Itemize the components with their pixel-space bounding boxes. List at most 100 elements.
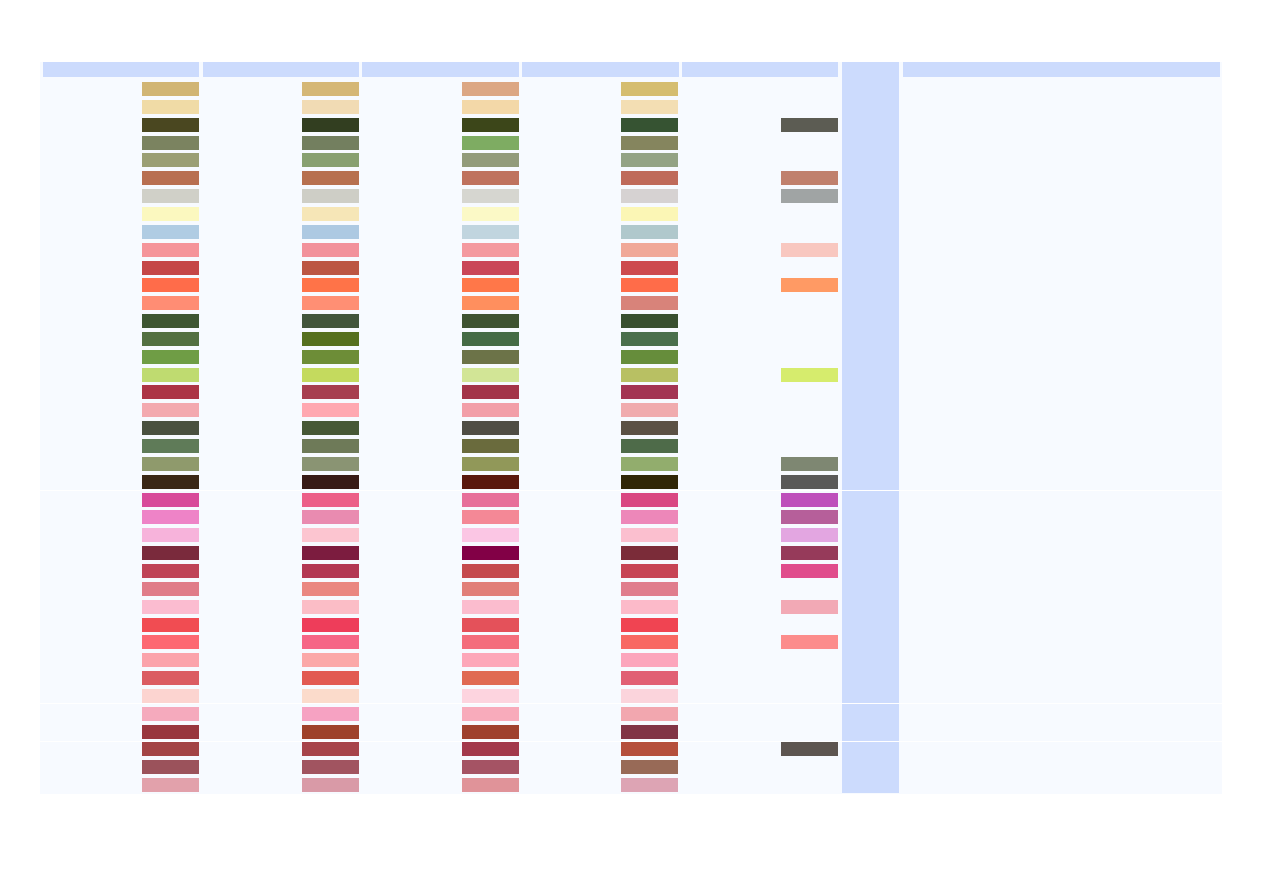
color-swatch[interactable] <box>142 635 199 649</box>
column-header-1[interactable] <box>43 62 199 77</box>
color-swatch[interactable] <box>621 778 678 792</box>
color-swatch[interactable] <box>462 618 519 632</box>
color-swatch[interactable] <box>302 278 359 292</box>
color-swatch[interactable] <box>781 528 838 542</box>
color-swatch[interactable] <box>462 82 519 96</box>
color-swatch[interactable] <box>462 528 519 542</box>
color-swatch[interactable] <box>462 136 519 150</box>
color-swatch[interactable] <box>142 778 199 792</box>
color-swatch[interactable] <box>302 760 359 774</box>
color-swatch[interactable] <box>621 760 678 774</box>
color-swatch[interactable] <box>302 261 359 275</box>
color-swatch[interactable] <box>781 564 838 578</box>
color-swatch[interactable] <box>302 207 359 221</box>
color-swatch[interactable] <box>781 742 838 756</box>
color-swatch[interactable] <box>142 118 199 132</box>
color-swatch[interactable] <box>142 564 199 578</box>
color-swatch[interactable] <box>142 207 199 221</box>
color-swatch[interactable] <box>302 475 359 489</box>
color-swatch[interactable] <box>142 225 199 239</box>
color-swatch[interactable] <box>142 171 199 185</box>
color-swatch[interactable] <box>621 707 678 721</box>
color-swatch[interactable] <box>462 403 519 417</box>
color-swatch[interactable] <box>462 457 519 471</box>
color-swatch[interactable] <box>462 671 519 685</box>
color-swatch[interactable] <box>781 546 838 560</box>
color-swatch[interactable] <box>621 100 678 114</box>
color-swatch[interactable] <box>142 600 199 614</box>
color-swatch[interactable] <box>302 457 359 471</box>
color-swatch[interactable] <box>462 742 519 756</box>
color-swatch[interactable] <box>462 421 519 435</box>
color-swatch[interactable] <box>621 207 678 221</box>
color-swatch[interactable] <box>142 314 199 328</box>
color-swatch[interactable] <box>621 457 678 471</box>
color-swatch[interactable] <box>142 707 199 721</box>
color-swatch[interactable] <box>621 493 678 507</box>
color-swatch[interactable] <box>462 778 519 792</box>
color-swatch[interactable] <box>302 653 359 667</box>
color-swatch[interactable] <box>621 689 678 703</box>
color-swatch[interactable] <box>302 136 359 150</box>
color-swatch[interactable] <box>302 439 359 453</box>
color-swatch[interactable] <box>621 564 678 578</box>
color-swatch[interactable] <box>781 457 838 471</box>
color-swatch[interactable] <box>621 403 678 417</box>
color-swatch[interactable] <box>462 225 519 239</box>
color-swatch[interactable] <box>462 493 519 507</box>
color-swatch[interactable] <box>621 368 678 382</box>
color-swatch[interactable] <box>462 100 519 114</box>
color-swatch[interactable] <box>142 243 199 257</box>
color-swatch[interactable] <box>621 725 678 739</box>
color-swatch[interactable] <box>621 635 678 649</box>
color-swatch[interactable] <box>302 707 359 721</box>
color-swatch[interactable] <box>142 618 199 632</box>
color-swatch[interactable] <box>142 760 199 774</box>
color-swatch[interactable] <box>462 314 519 328</box>
color-swatch[interactable] <box>621 118 678 132</box>
color-swatch[interactable] <box>781 243 838 257</box>
color-swatch[interactable] <box>142 403 199 417</box>
column-header-3[interactable] <box>362 62 519 77</box>
color-swatch[interactable] <box>621 439 678 453</box>
color-swatch[interactable] <box>462 439 519 453</box>
color-swatch[interactable] <box>142 510 199 524</box>
color-swatch[interactable] <box>621 510 678 524</box>
color-swatch[interactable] <box>142 439 199 453</box>
color-swatch[interactable] <box>621 385 678 399</box>
color-swatch[interactable] <box>462 207 519 221</box>
color-swatch[interactable] <box>302 385 359 399</box>
color-swatch[interactable] <box>142 296 199 310</box>
color-swatch[interactable] <box>621 153 678 167</box>
color-swatch[interactable] <box>142 350 199 364</box>
color-swatch[interactable] <box>781 278 838 292</box>
color-swatch[interactable] <box>462 171 519 185</box>
highlighted-column[interactable] <box>842 62 899 793</box>
color-swatch[interactable] <box>142 689 199 703</box>
color-swatch[interactable] <box>621 618 678 632</box>
color-swatch[interactable] <box>302 153 359 167</box>
color-swatch[interactable] <box>142 742 199 756</box>
color-swatch[interactable] <box>302 314 359 328</box>
color-swatch[interactable] <box>142 332 199 346</box>
color-swatch[interactable] <box>302 600 359 614</box>
color-swatch[interactable] <box>462 368 519 382</box>
color-swatch[interactable] <box>462 278 519 292</box>
color-swatch[interactable] <box>621 261 678 275</box>
color-swatch[interactable] <box>462 385 519 399</box>
color-swatch[interactable] <box>462 546 519 560</box>
color-swatch[interactable] <box>621 671 678 685</box>
color-swatch[interactable] <box>462 653 519 667</box>
color-swatch[interactable] <box>142 582 199 596</box>
color-swatch[interactable] <box>781 171 838 185</box>
column-header-wide[interactable] <box>903 62 1220 77</box>
color-swatch[interactable] <box>621 314 678 328</box>
color-swatch[interactable] <box>462 582 519 596</box>
color-swatch[interactable] <box>142 153 199 167</box>
color-swatch[interactable] <box>621 189 678 203</box>
color-swatch[interactable] <box>142 725 199 739</box>
color-swatch[interactable] <box>302 528 359 542</box>
color-swatch[interactable] <box>462 707 519 721</box>
color-swatch[interactable] <box>302 350 359 364</box>
color-swatch[interactable] <box>621 600 678 614</box>
